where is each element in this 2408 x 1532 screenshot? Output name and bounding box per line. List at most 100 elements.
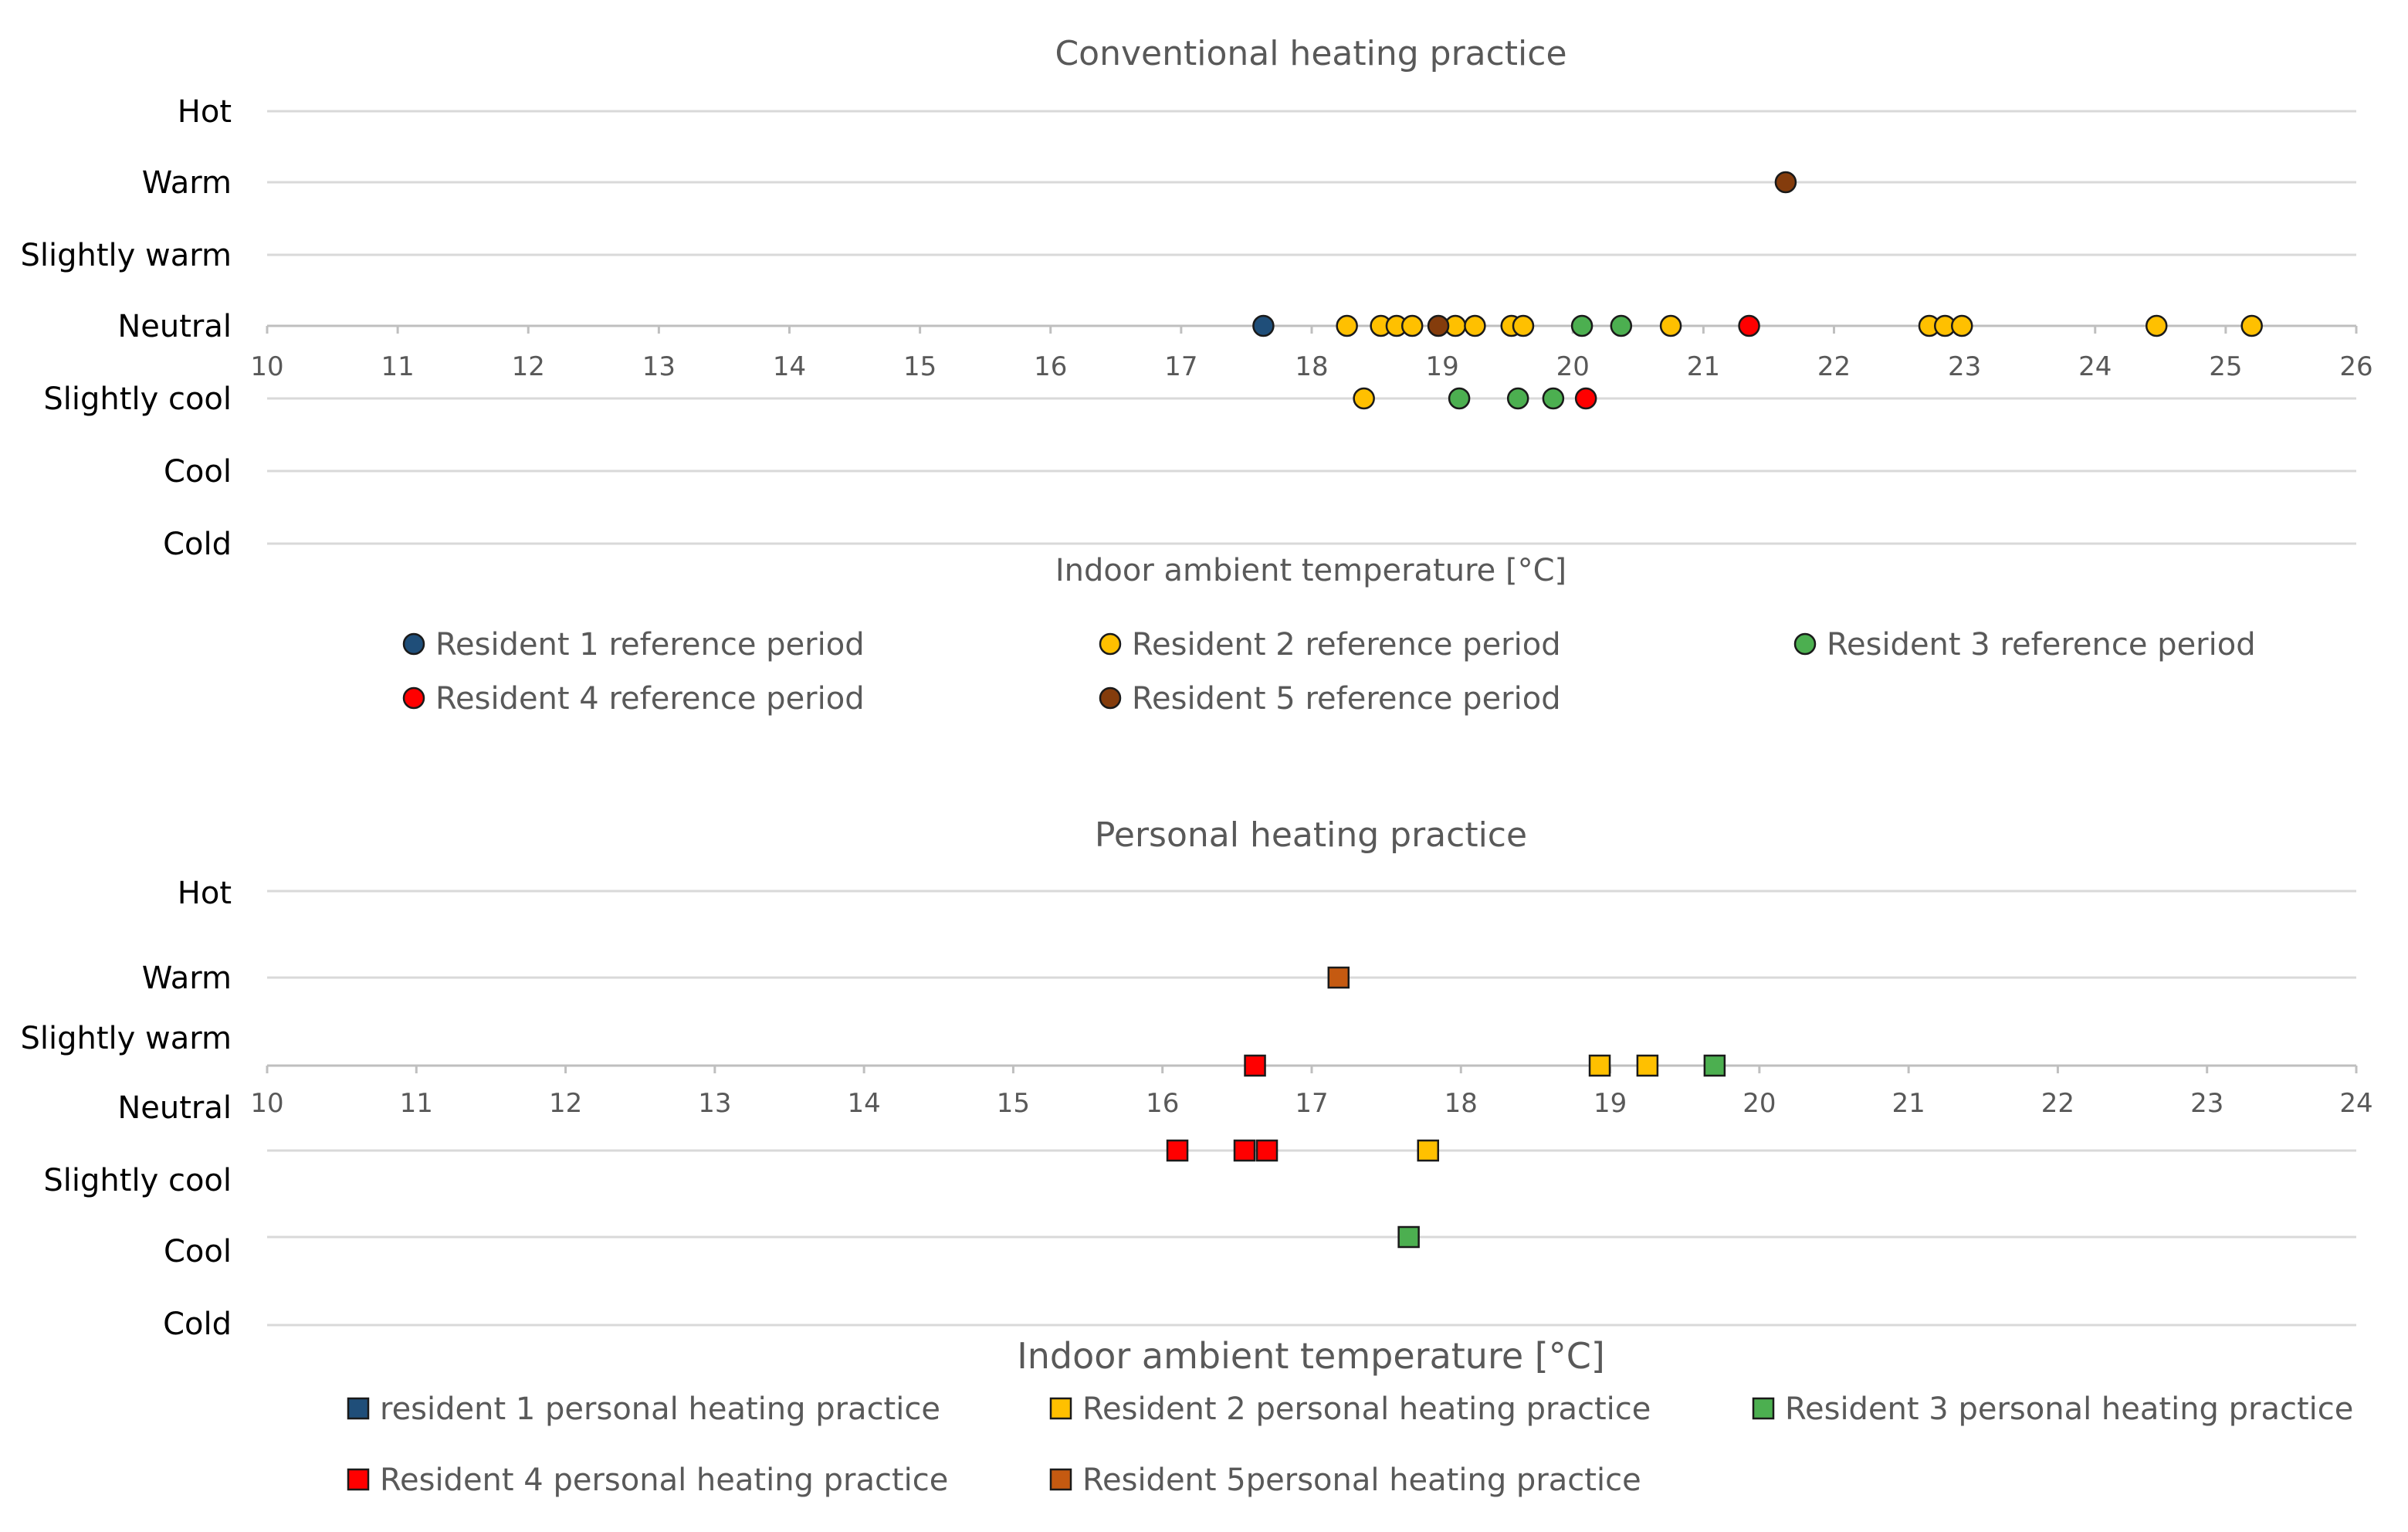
x-tick-label: 12 [512,351,545,382]
x-tick-label: 15 [997,1088,1030,1119]
y-category-label: Warm [142,961,232,996]
x-tick-label: 22 [2041,1088,2074,1119]
x-tick-label: 25 [2209,351,2242,382]
chart2-x-axis-title: Indoor ambient temperature [°C] [1017,1335,1605,1377]
y-category-label: Slightly cool [43,381,232,417]
chart1-title: Conventional heating practice [1055,34,1566,73]
legend-label: Resident 3 personal heating practice [1785,1391,2353,1427]
legend-marker [1793,632,1817,656]
legend-marker [347,1397,370,1420]
data-point [1506,387,1529,410]
legend-label: Resident 2 personal heating practice [1082,1391,1651,1427]
data-point [1542,387,1565,410]
y-category-label: Cool [164,454,232,490]
data-point [1397,1225,1420,1249]
y-category-label: Neutral [117,1090,232,1126]
chart2-legend: resident 1 personal heating practice Resi… [347,1391,2353,1498]
x-tick-label: 24 [2339,1088,2372,1119]
x-tick-label: 11 [381,351,414,382]
chart1-plot-area: 10 11 12 13 14 15 16 17 18 19 20 21 22 23 24 25 26 Hot War… [21,94,2373,562]
legend-label: Resident 4 personal heating practice [380,1463,948,1498]
x-tick-label: 12 [549,1088,582,1119]
data-point [1950,314,1973,337]
data-point [1610,314,1633,337]
x-tick-label: 21 [1892,1088,1925,1119]
data-point [1464,314,1486,337]
legend-label: Resident 5personal heating practice [1082,1463,1641,1498]
data-point [1244,1054,1266,1077]
legend-marker [1099,686,1122,710]
x-tick-label: 10 [250,1088,283,1119]
chart1-x-axis-title: Indoor ambient temperature [°C] [1055,553,1566,588]
y-category-label: Hot [178,94,232,130]
x-tick-label: 26 [2339,351,2372,382]
data-point [1327,966,1350,989]
x-tick-label: 17 [1295,1088,1328,1119]
y-category-label: Neutral [117,309,232,344]
legend-marker [1099,632,1122,656]
y-category-label: Slightly cool [43,1163,232,1198]
data-point [1252,314,1275,337]
x-tick-label: 19 [1425,351,1458,382]
x-tick-label: 17 [1164,351,1197,382]
y-category-label: Warm [142,165,232,201]
data-point [1255,1139,1279,1162]
chart2-plot-area: 10 11 12 13 14 15 16 17 18 19 20 21 22 23 24 Hot Warm Sli… [21,876,2373,1342]
data-point [1353,387,1375,410]
x-tick-label: 14 [848,1088,881,1119]
legend-label: Resident 1 reference period [435,627,865,663]
data-point [2145,314,2168,337]
data-point [1233,1139,1256,1162]
data-point [1512,314,1535,337]
x-tick-label: 14 [773,351,806,382]
legend-label: resident 1 personal heating practice [380,1391,940,1427]
legend-marker [402,632,425,656]
x-tick-label: 11 [400,1088,433,1119]
y-category-label: Hot [178,876,232,911]
legend-marker [1049,1397,1072,1420]
legend-marker [347,1468,370,1491]
x-tick-label: 18 [1444,1088,1478,1119]
legend-label: Resident 3 reference period [1827,627,2256,663]
data-point [1448,387,1471,410]
data-point [1574,387,1597,410]
x-tick-label: 13 [642,351,676,382]
legend-label: Resident 5 reference period [1132,681,1561,717]
x-tick-label: 23 [2190,1088,2223,1119]
data-point [2240,314,2263,337]
legend-label: Resident 2 reference period [1132,627,1561,663]
y-category-label: Cool [164,1234,232,1269]
legend-marker [1049,1468,1072,1491]
data-point [1703,1054,1726,1077]
data-point [1738,314,1760,337]
y-category-label: Cold [163,1307,232,1342]
x-tick-label: 15 [903,351,936,382]
data-point [1400,314,1424,337]
data-point [1659,314,1682,337]
x-tick-label: 22 [1817,351,1851,382]
x-tick-label: 18 [1295,351,1328,382]
x-tick-label: 10 [250,351,283,382]
legend-label: Resident 4 reference period [435,681,865,717]
x-tick-label: 24 [2078,351,2112,382]
data-point [1588,1054,1611,1077]
data-point [1570,314,1593,337]
x-tick-label: 16 [1034,351,1067,382]
data-point [1417,1139,1440,1162]
x-tick-label: 20 [1742,1088,1776,1119]
x-tick-label: 13 [698,1088,731,1119]
x-tick-label: 19 [1593,1088,1627,1119]
x-tick-label: 21 [1687,351,1720,382]
x-tick-label: 16 [1146,1088,1179,1119]
chart1-legend: Resident 1 reference period Resident 2 re… [402,627,2256,717]
data-point [1427,314,1450,337]
legend-marker [1752,1397,1775,1420]
data-point [1336,314,1358,337]
y-category-label: Slightly warm [21,238,232,273]
x-tick-label: 23 [1948,351,1981,382]
x-tick-label: 20 [1556,351,1590,382]
data-point [1166,1139,1189,1162]
legend-marker [402,686,425,710]
